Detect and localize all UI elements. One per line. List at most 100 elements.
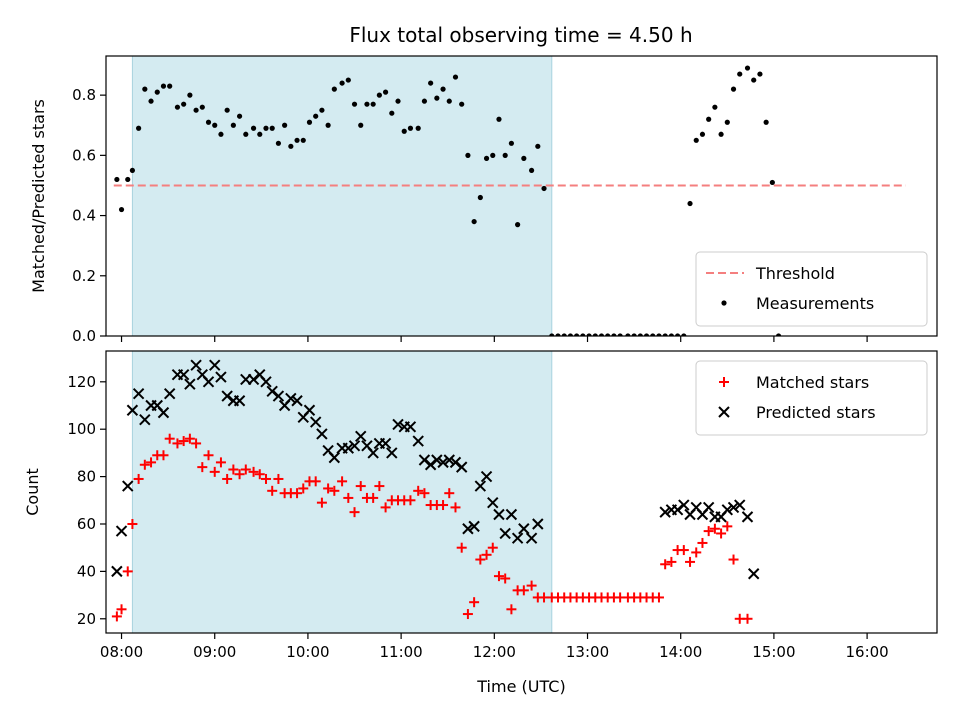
data-point — [666, 556, 677, 567]
data-point — [328, 451, 341, 464]
data-point — [313, 113, 319, 119]
data-point — [724, 119, 730, 125]
data-point — [118, 206, 125, 213]
data-point — [424, 459, 437, 471]
data-point — [348, 440, 361, 452]
legend-label: Threshold — [755, 264, 835, 283]
data-point — [345, 77, 351, 83]
data-point — [209, 466, 220, 477]
data-point — [477, 194, 483, 201]
data-point — [203, 450, 214, 461]
data-point — [625, 333, 631, 336]
x-stroke-b — [177, 368, 190, 381]
legend-predicted-swatch — [718, 406, 730, 418]
data-point — [611, 333, 617, 336]
x-stroke-b — [499, 527, 511, 540]
data-point — [309, 416, 322, 428]
x-stroke-b — [727, 501, 740, 514]
x-stroke-b — [115, 525, 128, 537]
data-point — [643, 333, 650, 336]
data-point — [136, 125, 142, 131]
x-tick-label: 13:00 — [566, 643, 609, 661]
data-point — [469, 597, 480, 608]
data-point — [631, 333, 637, 336]
data-point — [697, 537, 708, 548]
x-stroke-b — [215, 371, 227, 383]
x-stroke-b — [322, 444, 334, 457]
data-point — [462, 609, 473, 620]
x-stroke-b — [437, 456, 449, 469]
data-point — [449, 456, 462, 469]
legend-box — [695, 360, 928, 436]
x-tick-label: 14:00 — [659, 643, 702, 661]
x-stroke-b — [196, 368, 209, 381]
data-point — [549, 333, 555, 336]
data-point — [316, 497, 327, 508]
data-point — [744, 65, 751, 71]
x-stroke-b — [532, 518, 544, 530]
data-point — [586, 333, 592, 336]
data-point — [260, 376, 272, 388]
data-point — [703, 526, 714, 537]
y-tick-label: 0.2 — [72, 267, 96, 285]
data-point — [678, 499, 690, 511]
x-stroke-b — [328, 451, 341, 464]
data-point — [431, 454, 443, 466]
x-stroke-b — [468, 520, 480, 533]
chart-title: Flux total observing time = 4.50 h — [349, 23, 692, 47]
data-point — [337, 476, 348, 487]
data-point — [428, 80, 434, 86]
data-point — [248, 466, 259, 477]
data-point — [574, 333, 580, 336]
data-point — [343, 492, 354, 503]
data-point — [342, 442, 355, 454]
x-stroke-b — [122, 480, 134, 492]
y-tick-label: 0.8 — [72, 86, 96, 104]
data-point — [233, 395, 246, 407]
x-stroke-b — [254, 368, 266, 381]
data-point — [444, 488, 455, 499]
data-point — [146, 457, 157, 468]
data-point — [465, 152, 471, 158]
x-stroke-b — [163, 387, 176, 400]
legend-box — [695, 251, 928, 327]
x-stroke-b — [511, 532, 524, 544]
data-point — [351, 101, 358, 107]
data-point — [126, 404, 139, 416]
data-point — [535, 143, 541, 149]
data-point — [389, 110, 395, 116]
data-point — [450, 502, 461, 513]
data-point — [443, 454, 455, 466]
data-point — [452, 74, 459, 80]
x-stroke-b — [462, 523, 474, 535]
data-point — [481, 549, 492, 560]
x-stroke-b — [316, 428, 328, 440]
x-stroke-b — [151, 399, 163, 412]
data-point — [656, 333, 662, 336]
data-point — [515, 222, 521, 228]
data-point — [637, 333, 643, 336]
series-predicted-stars — [111, 359, 760, 580]
data-point — [292, 488, 303, 499]
data-point — [727, 501, 740, 514]
data-point — [380, 502, 391, 513]
data-point — [555, 333, 561, 336]
data-point — [129, 167, 136, 174]
data-point — [323, 483, 334, 494]
data-point — [266, 385, 278, 397]
x-stroke-b — [678, 499, 690, 511]
data-point — [722, 521, 733, 532]
data-point — [418, 454, 431, 466]
data-point — [174, 104, 181, 110]
observing-window-band — [132, 56, 552, 336]
bottom-panel-counts: 08:00 09:00 10:00 11:00 12:00 13:00 14:00 15:00… — [23, 350, 938, 696]
data-point — [215, 457, 226, 468]
x-stroke-b — [202, 376, 215, 388]
x-stroke-b — [505, 508, 518, 521]
observing-window-band — [132, 351, 552, 633]
data-point — [285, 392, 297, 405]
data-point — [480, 470, 493, 483]
data-point — [111, 611, 122, 622]
x-tick-label: 10:00 — [286, 643, 329, 661]
x-tick-label: 09:00 — [193, 643, 236, 661]
